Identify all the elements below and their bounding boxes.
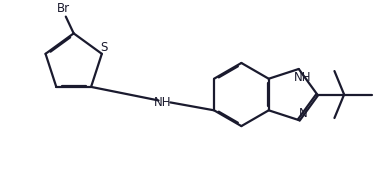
Text: N: N	[299, 107, 308, 120]
Text: S: S	[100, 41, 107, 54]
Text: Br: Br	[57, 2, 71, 15]
Text: NH: NH	[154, 96, 171, 109]
Text: NH: NH	[294, 71, 311, 84]
